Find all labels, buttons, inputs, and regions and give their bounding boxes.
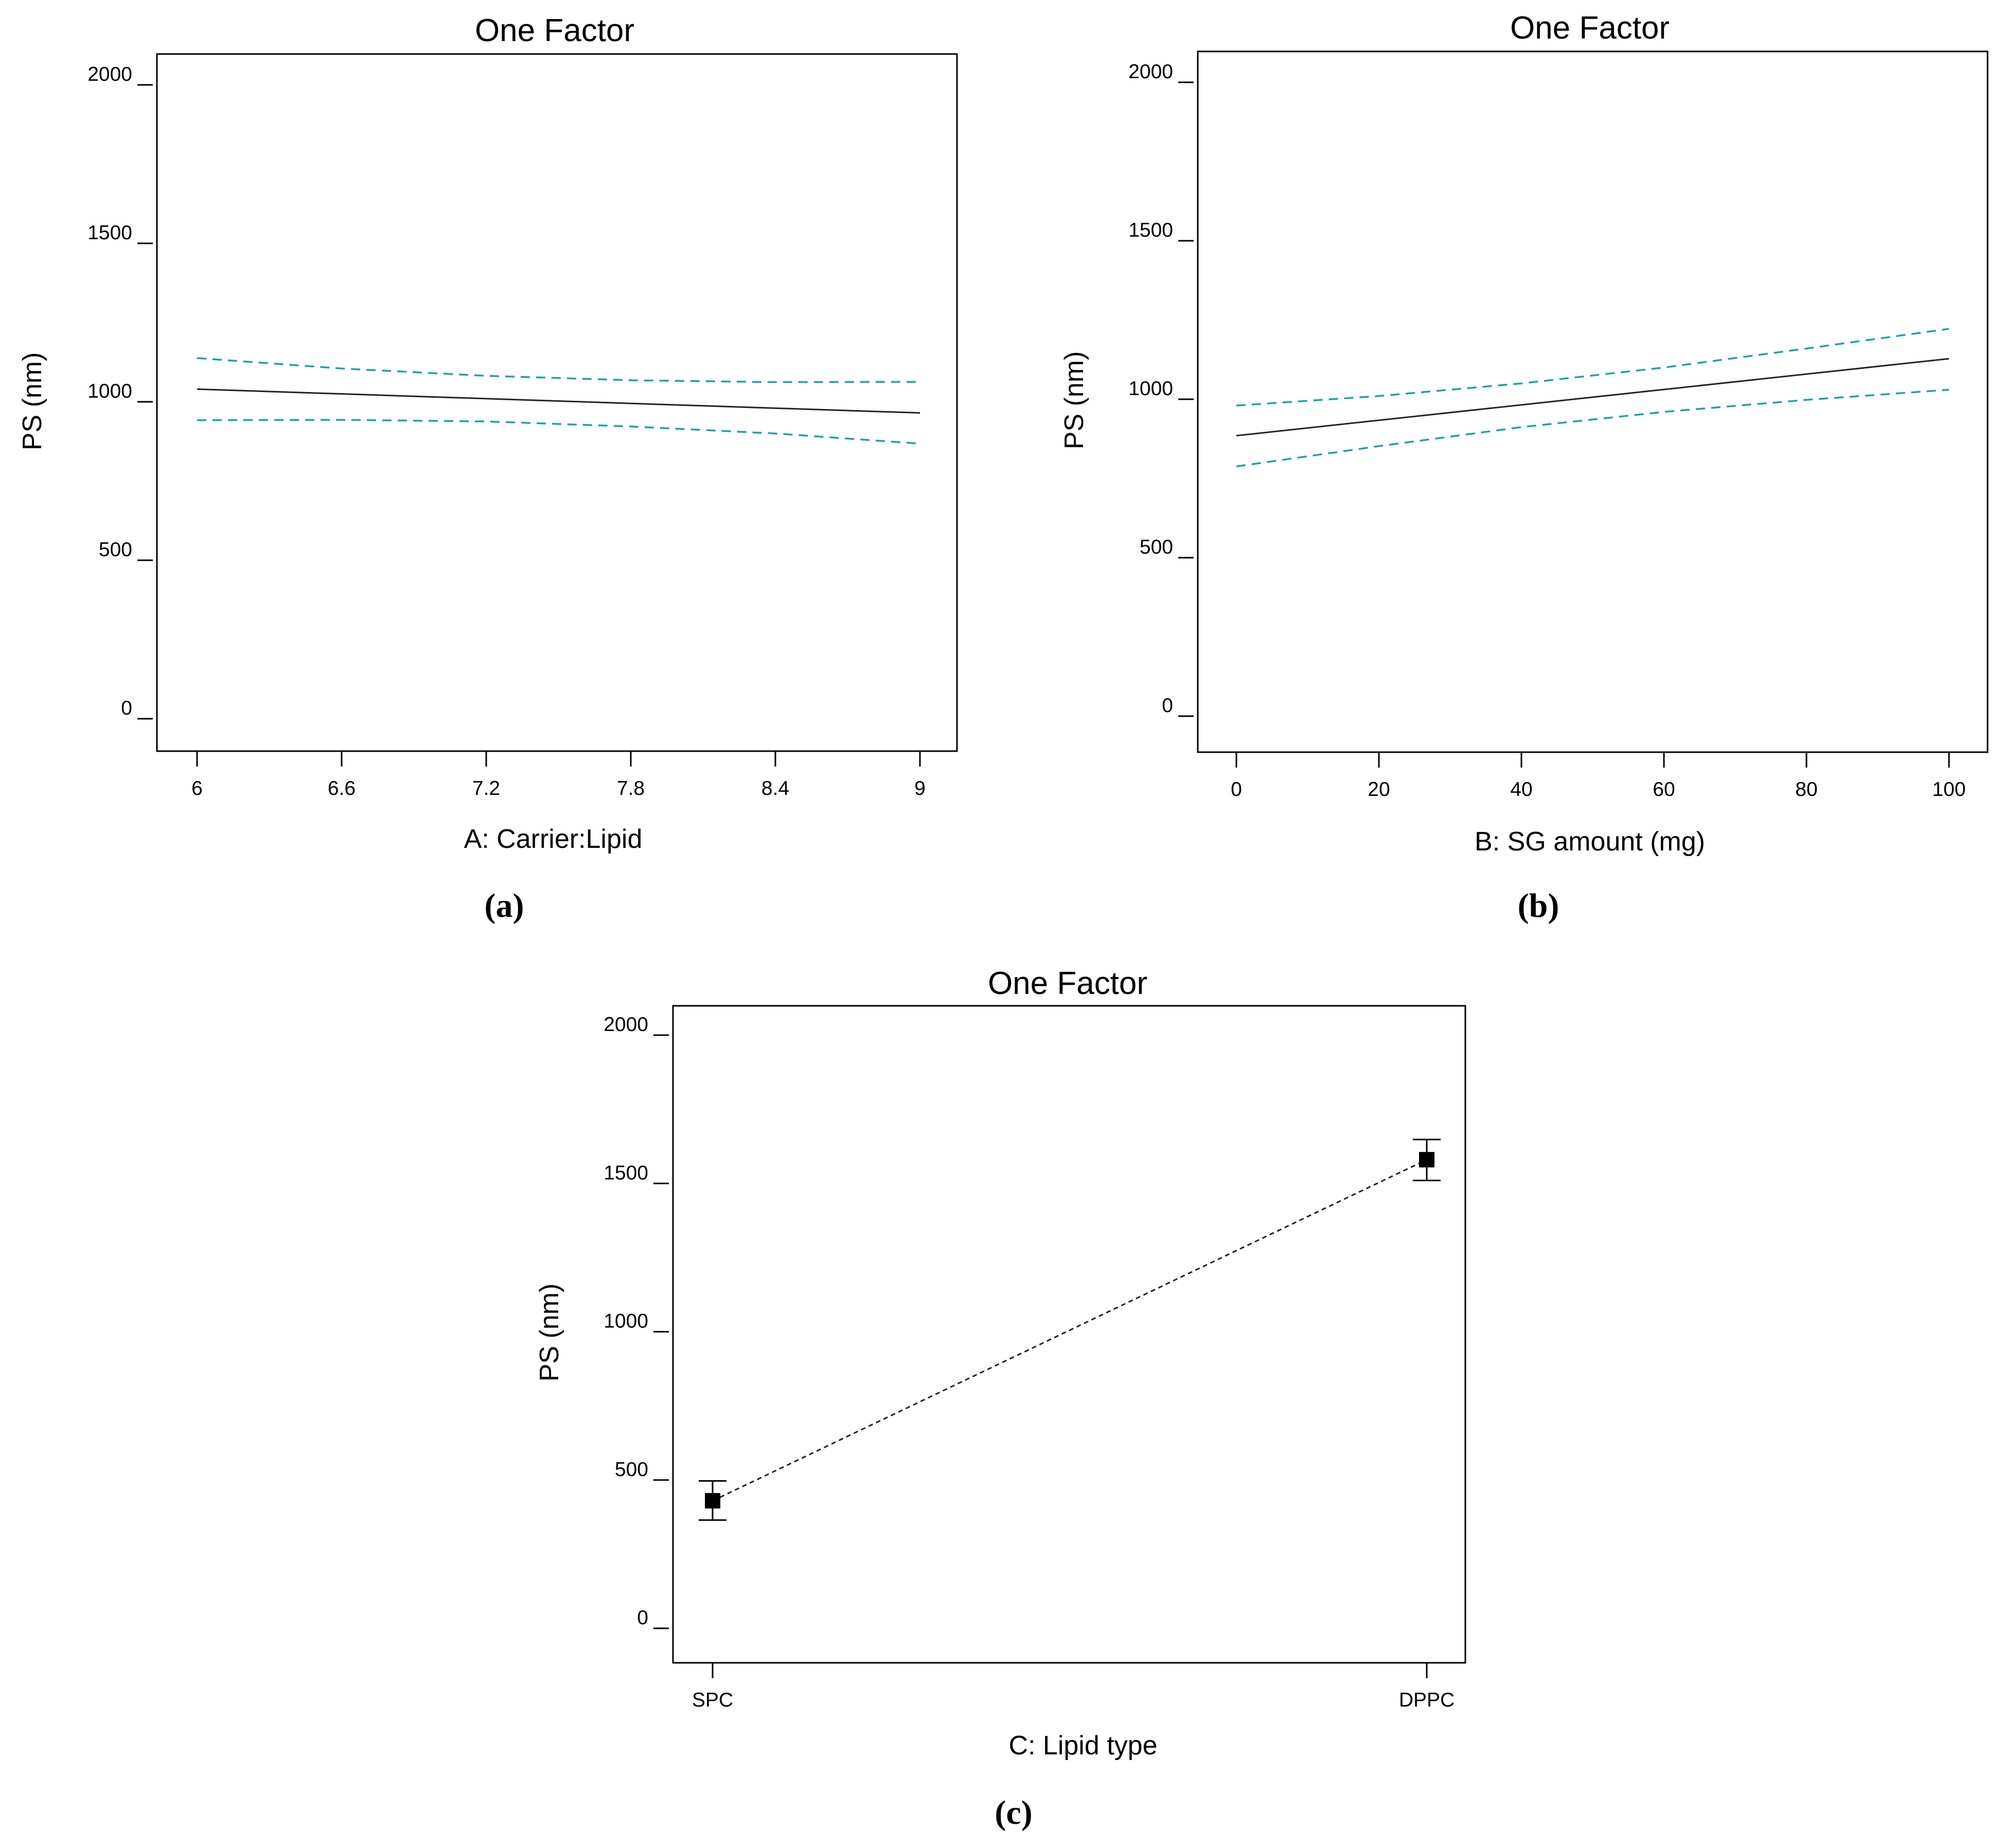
- chart-b-title: One Factor: [1510, 10, 1670, 46]
- chart-b-x-tick-label: 20: [1368, 778, 1390, 801]
- chart-a-x-tick-label: 9: [914, 777, 926, 799]
- chart-a-x-axis-label: A: Carrier:Lipid: [464, 824, 643, 854]
- chart-b-series-lower-95-ci: [1236, 388, 1949, 468]
- chart-b-x-tick-label: 100: [1932, 778, 1965, 801]
- chart-c-point-dppc: [1419, 1152, 1434, 1168]
- chart-b-x-tick-label: 80: [1795, 778, 1817, 801]
- chart-b-series-upper-95-ci: [1236, 328, 1949, 407]
- chart-b-x-tick-label: 60: [1653, 778, 1675, 801]
- chart-a-marks: [197, 357, 920, 445]
- chart-b-y-axis-label: PS (nm): [1059, 351, 1089, 450]
- chart-a-series-prediction: [197, 388, 920, 414]
- chart-a-y-tick-label: 2000: [87, 63, 132, 85]
- chart-b-y-tick-label: 1500: [1128, 219, 1173, 241]
- chart-c-connector-line: [712, 1159, 1427, 1502]
- chart-a-x-tick-label: 6.6: [328, 777, 356, 799]
- chart-c-panel-label: (c): [995, 1794, 1032, 1832]
- chart-a-y-tick-label: 1000: [87, 380, 132, 402]
- chart-c-title: One Factor: [988, 966, 1147, 1001]
- chart-a-ticks: 0 500 1000 1500 2000 6 6.6 7.2 7.8 8.4 9: [87, 63, 926, 799]
- chart-a-y-tick-label: 1500: [87, 222, 132, 244]
- chart-b-marks: [1236, 328, 1949, 468]
- chart-c-y-tick-label: 2000: [604, 1014, 648, 1036]
- chart-a-series-lower-95-ci: [197, 419, 920, 445]
- chart-b-y-tick-label: 1000: [1128, 378, 1173, 400]
- chart-b-x-axis-label: B: SG amount (mg): [1475, 827, 1705, 857]
- chart-a-title: One Factor: [475, 13, 634, 48]
- chart-a-plot-frame: [156, 53, 958, 752]
- chart-b-series-prediction: [1236, 358, 1949, 437]
- chart-b-y-tick-label: 0: [1162, 695, 1173, 717]
- chart-c-y-tick-label: 0: [637, 1607, 648, 1629]
- chart-b-x-tick-label: 40: [1510, 778, 1532, 801]
- chart-a-x-tick-label: 7.2: [472, 777, 500, 799]
- chart-a-y-tick-label: 0: [121, 697, 132, 719]
- chart-a: One Factor 0 500 1000 1500 2000 6 6.6 7.2 7.8 8.4…: [17, 13, 958, 925]
- chart-c-plot-frame: [672, 1005, 1466, 1664]
- chart-c-x-axis-label: C: Lipid type: [1008, 1731, 1157, 1761]
- chart-c: One Factor 0 500 1000 1500 2000 SPC DPPC C: Li…: [535, 966, 1466, 1832]
- chart-a-series-upper-95-ci: [197, 357, 920, 383]
- chart-b-x-tick-label: 0: [1231, 778, 1242, 801]
- chart-a-y-axis-label: PS (nm): [17, 352, 47, 451]
- chart-c-y-axis-label: PS (nm): [535, 1284, 564, 1382]
- chart-a-x-tick-label: 8.4: [761, 777, 789, 799]
- chart-c-ticks: 0 500 1000 1500 2000 SPC DPPC: [604, 1014, 1455, 1711]
- chart-c-marks: [699, 1139, 1441, 1521]
- chart-c-point-spc: [705, 1493, 720, 1509]
- chart-c-x-tick-label: SPC: [692, 1689, 733, 1711]
- chart-c-y-tick-label: 1500: [604, 1162, 648, 1184]
- chart-a-x-tick-label: 6: [191, 777, 203, 799]
- chart-b-y-tick-label: 500: [1140, 536, 1173, 558]
- chart-c-y-tick-label: 1000: [604, 1310, 648, 1332]
- chart-a-x-tick-label: 7.8: [617, 777, 645, 799]
- chart-b-ticks: 0 500 1000 1500 2000 0 20 40 60 80 100: [1128, 61, 1965, 801]
- chart-b-panel-label: (b): [1518, 887, 1559, 925]
- chart-a-y-tick-label: 500: [99, 539, 132, 561]
- chart-a-panel-label: (a): [485, 887, 524, 925]
- chart-b-y-tick-label: 2000: [1128, 61, 1173, 83]
- chart-b-plot-frame: [1197, 50, 1989, 753]
- chart-c-x-tick-label: DPPC: [1399, 1689, 1455, 1711]
- chart-c-y-tick-label: 500: [615, 1459, 648, 1481]
